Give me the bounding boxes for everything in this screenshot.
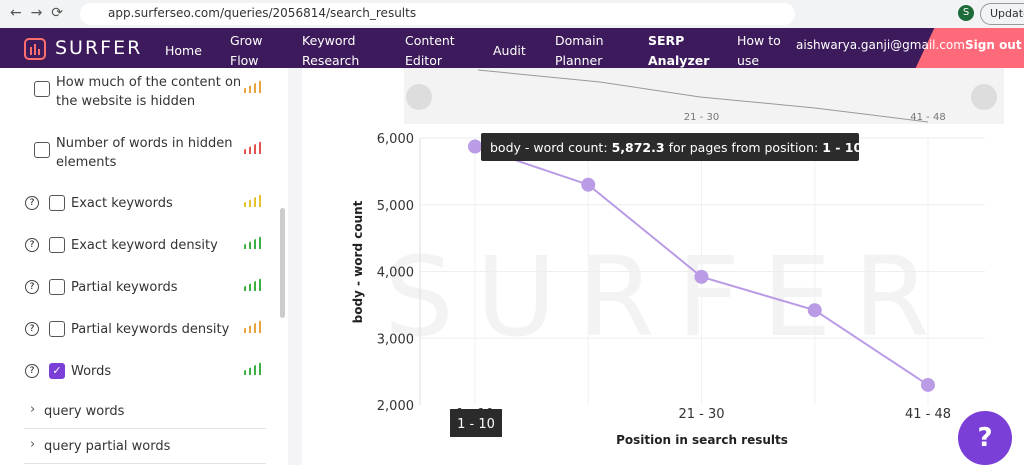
option-label[interactable]: Words: [71, 364, 112, 379]
y-tick-label: 6,000: [377, 132, 414, 147]
expand-arrow: ›: [30, 402, 36, 417]
email: aishwarya.ganji@gmail.com: [796, 38, 965, 52]
navigator-label: 21 - 30: [684, 112, 719, 123]
top-nav: SURFER aishwarya.ganji@gmail.com Sign ou…: [0, 28, 1024, 68]
nav-item[interactable]: SERP Analyzer: [648, 33, 710, 68]
checkbox[interactable]: [49, 321, 65, 337]
point[interactable]: [921, 377, 935, 392]
watermark: SURFER: [384, 233, 952, 361]
tooltip-part: for pages from position:: [669, 140, 819, 155]
nav-item[interactable]: Audit: [493, 43, 526, 58]
option-label[interactable]: Number of words in hidden elements: [56, 136, 233, 170]
tooltip: [481, 133, 859, 161]
x-tooltip: [450, 409, 502, 437]
profile[interactable]: S: [958, 5, 974, 21]
y-tick-label: 4,000: [377, 266, 414, 281]
option-label[interactable]: Partial keywords: [71, 280, 178, 295]
help-icon[interactable]: ?: [25, 364, 39, 378]
y-tick-label: 2,000: [377, 399, 414, 414]
navigator-line: [477, 69, 929, 123]
option-label[interactable]: Partial keywords density: [71, 322, 230, 337]
link[interactable]: query partial words: [44, 439, 171, 454]
tooltip-part: body - word count:: [490, 140, 608, 155]
logo-icon: [24, 38, 46, 60]
gutter: [288, 68, 302, 465]
tooltip-part: 5,872.3: [612, 140, 665, 155]
divider: [24, 428, 266, 429]
nav-arrows[interactable]: ← → ⟳: [10, 5, 63, 21]
update-button[interactable]: Update: [980, 3, 1024, 25]
navigator-label: 41 - 48: [910, 112, 945, 123]
help-icon[interactable]: ?: [25, 280, 39, 294]
divider: [24, 463, 266, 464]
navigator-handle[interactable]: [406, 84, 432, 110]
point[interactable]: [468, 139, 482, 154]
x-tick-label: 21 - 30: [678, 407, 724, 422]
y-tick-label: 5,000: [377, 199, 414, 214]
checkbox[interactable]: [34, 142, 50, 158]
tooltip-part: 1 - 10: [822, 140, 862, 155]
sidebar: How much of the content on the website i…: [0, 68, 288, 465]
navigator: [404, 68, 1004, 124]
nav-item[interactable]: Content Editor: [405, 33, 455, 68]
x-tick-label: 41 - 48: [905, 407, 951, 422]
option-label[interactable]: Exact keywords: [71, 196, 173, 211]
nav-item[interactable]: How to use: [737, 33, 781, 68]
checkbox[interactable]: [49, 195, 65, 211]
y-tick-label: 3,000: [377, 332, 414, 347]
signal-icon: [244, 79, 264, 93]
option-label[interactable]: Exact keyword density: [71, 238, 218, 253]
x-axis-label: Position in search results: [616, 433, 788, 447]
help-icon[interactable]: ?: [25, 196, 39, 210]
point[interactable]: [807, 303, 822, 318]
help-icon[interactable]: ?: [25, 322, 39, 336]
point[interactable]: [581, 177, 596, 192]
nav-item[interactable]: Keyword Research: [302, 33, 360, 68]
tooltip-text: body - word count: 5,872.3 for pages from …: [490, 140, 863, 155]
sign-out[interactable]: Sign out: [965, 38, 1022, 52]
link[interactable]: query words: [44, 404, 125, 419]
checkbox[interactable]: ✓: [49, 363, 65, 379]
address-field[interactable]: [80, 3, 795, 25]
nav-item[interactable]: Home: [165, 43, 202, 58]
signal-icon: [244, 140, 264, 154]
url: app.surferseo.com/queries/2056814/search…: [108, 6, 417, 20]
navigator-handle[interactable]: [971, 84, 997, 110]
expand-arrow: ›: [30, 437, 36, 452]
help-button[interactable]: ?: [958, 411, 1012, 465]
nav-item[interactable]: Grow Flow: [230, 33, 263, 68]
option-label[interactable]: How much of the content on the website i…: [56, 75, 242, 109]
scrollbar: [280, 208, 285, 318]
checkbox[interactable]: [49, 237, 65, 253]
logo: SURFER: [55, 37, 143, 59]
checkbox[interactable]: [49, 279, 65, 295]
y-axis-label: body - word count: [351, 200, 365, 323]
point[interactable]: [694, 269, 709, 284]
checkbox[interactable]: [34, 81, 50, 97]
nav-item[interactable]: Domain Planner: [555, 33, 604, 68]
browser-bar: ← → ⟳ app.surferseo.com/queries/2056814/…: [0, 0, 1024, 28]
chart: SURFER body - word count Position in sea…: [302, 68, 1024, 465]
x-tooltip-text: 1 - 10: [457, 417, 495, 432]
help-icon[interactable]: ?: [25, 238, 39, 252]
